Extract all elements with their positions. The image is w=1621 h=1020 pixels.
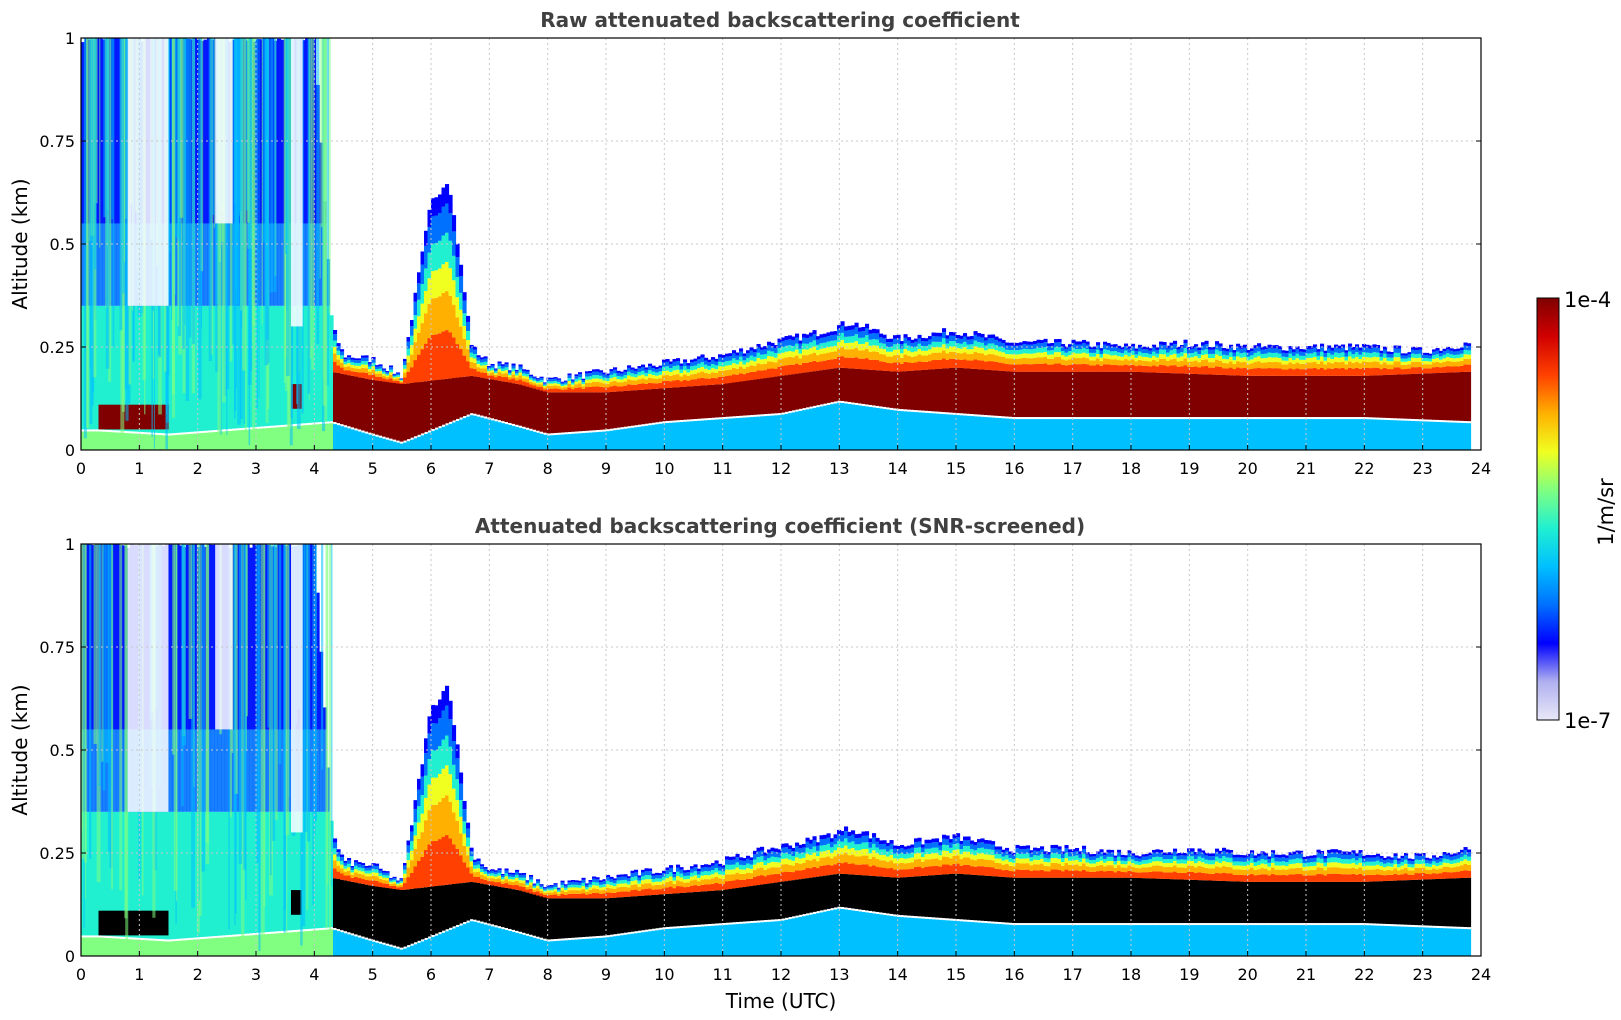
x-tick-label: 10 [654, 965, 674, 984]
x-tick-label: 23 [1412, 965, 1432, 984]
x-tick-label: 14 [887, 965, 907, 984]
panel-screened-title: Attenuated backscattering coefficient (S… [475, 514, 1085, 538]
x-tick-label: 22 [1354, 459, 1374, 478]
panel-screened-grid [81, 544, 1481, 956]
y-tick-label: 0.25 [39, 338, 75, 357]
panel-raw-y-label: Altitude (km) [8, 178, 32, 309]
x-tick-label: 1 [134, 459, 144, 478]
colorbar-min-label: 1e-7 [1564, 709, 1611, 733]
y-tick-label: 1 [65, 535, 75, 554]
panel-screened-heatmap [81, 544, 1472, 956]
x-tick-label: 19 [1179, 965, 1199, 984]
x-tick-label: 9 [601, 965, 611, 984]
y-tick-label: 0.5 [50, 741, 75, 760]
x-tick-label: 7 [484, 459, 494, 478]
x-tick-label: 6 [426, 459, 436, 478]
x-tick-label: 24 [1471, 459, 1491, 478]
x-tick-label: 15 [946, 459, 966, 478]
x-tick-label: 11 [712, 965, 732, 984]
x-tick-label: 5 [368, 459, 378, 478]
x-tick-label: 22 [1354, 965, 1374, 984]
x-tick-label: 4 [309, 459, 319, 478]
x-tick-label: 4 [309, 965, 319, 984]
x-tick-label: 16 [1004, 459, 1024, 478]
x-tick-label: 17 [1062, 459, 1082, 478]
colorbar: 1e-4 1e-7 1/m/sr [1536, 288, 1618, 733]
x-tick-label: 16 [1004, 965, 1024, 984]
panel-raw: Raw attenuated backscattering coefficien… [8, 8, 1491, 478]
panel-screened-x-ticks: 0 1 2 3 4 5 6 7 8 9 10 11 12 13 14 15 16 17 18 19 20 21 22 23 24 [76, 951, 1491, 984]
x-tick-label: 21 [1296, 965, 1316, 984]
x-tick-label: 5 [368, 965, 378, 984]
panel-screened-y-label: Altitude (km) [8, 684, 32, 815]
panel-raw-y-ticks: 0 0.25 0.5 0.75 1 [39, 29, 1481, 460]
panel-raw-grid [81, 38, 1481, 450]
x-tick-label: 14 [887, 459, 907, 478]
x-tick-label: 8 [543, 965, 553, 984]
x-tick-label: 10 [654, 459, 674, 478]
panel-raw-title: Raw attenuated backscattering coefficien… [540, 8, 1020, 32]
x-tick-label: 13 [829, 965, 849, 984]
x-tick-label: 1 [134, 965, 144, 984]
x-tick-label: 21 [1296, 459, 1316, 478]
x-tick-label: 15 [946, 965, 966, 984]
x-tick-label: 20 [1237, 965, 1257, 984]
x-tick-label: 3 [251, 965, 261, 984]
y-tick-label: 0.5 [50, 235, 75, 254]
panel-screened-x-label: Time (UTC) [725, 989, 837, 1013]
x-tick-label: 19 [1179, 459, 1199, 478]
y-tick-label: 1 [65, 29, 75, 48]
y-tick-label: 0 [65, 441, 75, 460]
x-tick-label: 24 [1471, 965, 1491, 984]
colorbar-gradient [1536, 297, 1560, 721]
x-tick-label: 20 [1237, 459, 1257, 478]
x-tick-label: 0 [76, 459, 86, 478]
x-tick-label: 18 [1121, 965, 1141, 984]
x-tick-label: 17 [1062, 965, 1082, 984]
y-tick-label: 0.75 [39, 132, 75, 151]
x-tick-label: 12 [771, 459, 791, 478]
y-tick-label: 0 [65, 947, 75, 966]
colorbar-max-label: 1e-4 [1564, 288, 1611, 312]
panel-screened: Attenuated backscattering coefficient (S… [8, 514, 1491, 1013]
panel-raw-x-ticks: 0 1 2 3 4 5 6 7 8 9 10 11 12 13 14 15 16 17 18 19 20 21 22 23 24 [76, 445, 1491, 478]
x-tick-label: 13 [829, 459, 849, 478]
x-tick-label: 12 [771, 965, 791, 984]
x-tick-label: 18 [1121, 459, 1141, 478]
y-tick-label: 0.75 [39, 638, 75, 657]
x-tick-label: 23 [1412, 459, 1432, 478]
x-tick-label: 9 [601, 459, 611, 478]
x-tick-label: 0 [76, 965, 86, 984]
x-tick-label: 11 [712, 459, 732, 478]
panel-raw-heatmap [81, 38, 1472, 450]
x-tick-label: 7 [484, 965, 494, 984]
y-tick-label: 0.25 [39, 844, 75, 863]
x-tick-label: 2 [193, 459, 203, 478]
x-tick-label: 3 [251, 459, 261, 478]
x-tick-label: 6 [426, 965, 436, 984]
x-tick-label: 8 [543, 459, 553, 478]
x-tick-label: 2 [193, 965, 203, 984]
colorbar-unit-label: 1/m/sr [1594, 478, 1618, 546]
panel-screened-y-ticks: 0 0.25 0.5 0.75 1 [39, 535, 1481, 966]
